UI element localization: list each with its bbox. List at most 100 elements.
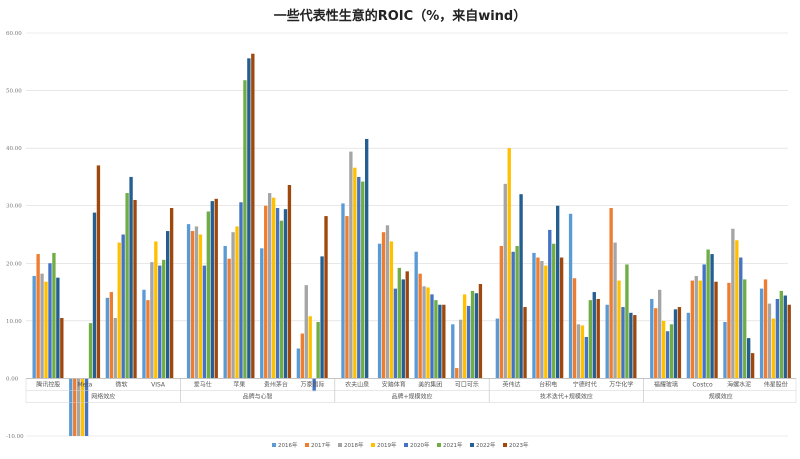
bar (438, 304, 442, 379)
bar (247, 58, 251, 379)
bar (426, 287, 430, 379)
group-label: 技术迭代+规模效应 (540, 392, 593, 400)
bar (117, 242, 121, 379)
bar (511, 251, 515, 379)
bar (69, 378, 73, 436)
legend-swatch (437, 443, 441, 447)
bar (223, 246, 227, 379)
bar (268, 193, 272, 379)
bar (536, 257, 540, 379)
category-label: Meta (77, 381, 92, 388)
bar (60, 317, 64, 379)
bar (750, 353, 755, 379)
bar (698, 280, 702, 379)
bar (625, 264, 629, 379)
bar (393, 288, 398, 379)
bar (735, 240, 739, 379)
legend-label: 2018年 (344, 441, 364, 449)
bar (389, 241, 394, 379)
bar (576, 324, 581, 379)
bar (451, 324, 455, 379)
bar (621, 307, 625, 379)
bar (300, 333, 304, 379)
y-tick-label: 60.00 (6, 31, 22, 37)
bar (478, 284, 483, 379)
bar (787, 304, 791, 379)
bar (771, 318, 776, 379)
bar (129, 176, 133, 379)
category-label: 万华化学 (609, 380, 633, 388)
bar (540, 260, 544, 379)
bar (312, 378, 316, 392)
bar (227, 258, 231, 379)
bar (596, 298, 600, 379)
bar (462, 294, 467, 379)
legend-swatch (305, 443, 309, 447)
bar (125, 193, 129, 379)
bar (146, 300, 150, 379)
bar (52, 252, 56, 379)
bar (515, 246, 519, 379)
bar (214, 198, 218, 379)
bar (162, 259, 166, 379)
bar (548, 229, 552, 379)
bar (507, 148, 511, 379)
legend-label: 2022年 (476, 441, 496, 449)
bar (519, 194, 523, 379)
bar (474, 293, 479, 379)
bar (584, 336, 589, 379)
bar (397, 267, 401, 379)
bar (40, 273, 44, 379)
bar (731, 228, 735, 379)
bar (275, 208, 280, 379)
category-label: 台积电 (539, 380, 557, 388)
bar (198, 234, 203, 379)
legend: 2016年 2017年 2018年 2019年 2020年 2021年 2022年 2023年 (272, 441, 529, 449)
category-label: 微软 (115, 380, 127, 388)
bar (349, 151, 353, 379)
bar (251, 53, 255, 379)
legend-swatch (503, 443, 507, 447)
bar (365, 138, 369, 379)
bar (665, 331, 670, 379)
bar (109, 292, 113, 379)
bar (77, 378, 81, 436)
bar (345, 216, 349, 379)
bar (633, 315, 637, 379)
bar (455, 368, 459, 379)
bar (706, 249, 710, 379)
bar (271, 197, 276, 379)
category-label: Costco (692, 381, 713, 388)
bar (499, 246, 503, 379)
bar (206, 211, 210, 379)
bar (166, 231, 170, 379)
bar (552, 243, 556, 379)
bar (56, 277, 60, 379)
y-tick-label: 10.00 (6, 319, 22, 325)
legend-swatch (272, 443, 276, 447)
bar (48, 263, 52, 379)
bar (743, 279, 747, 379)
bar (763, 279, 768, 379)
bar (96, 165, 101, 379)
bar (194, 226, 199, 379)
bar (324, 216, 328, 379)
bar (361, 181, 365, 379)
bar (414, 251, 418, 379)
bar (283, 209, 288, 379)
category-label: 海螺水泥 (727, 380, 751, 388)
bar (629, 312, 633, 379)
y-tick-label: 0.00 (6, 376, 19, 382)
category-label: 福耀玻璃 (654, 380, 678, 388)
bar (654, 308, 658, 379)
bar (190, 231, 195, 379)
legend-label: 2016年 (278, 441, 298, 449)
bar (690, 280, 694, 379)
bar (381, 232, 386, 379)
bar (605, 304, 609, 379)
bar (357, 176, 361, 379)
bar (650, 298, 654, 379)
bar (466, 305, 471, 379)
bar (287, 184, 292, 379)
